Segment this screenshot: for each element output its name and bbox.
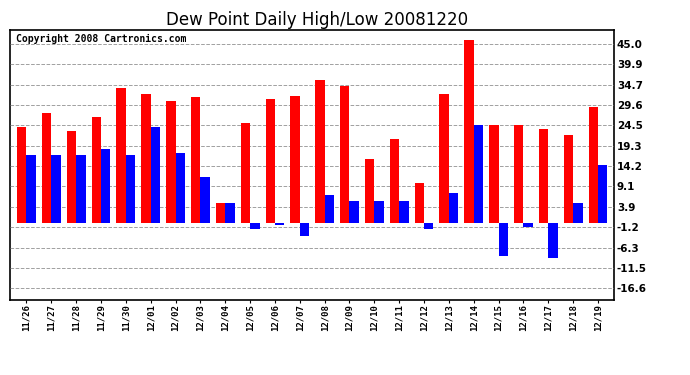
- Bar: [400, 201, 408, 223]
- Bar: [365, 159, 375, 223]
- Bar: [200, 177, 210, 223]
- Bar: [440, 93, 449, 223]
- Bar: [126, 155, 135, 223]
- Bar: [340, 86, 350, 223]
- Bar: [489, 125, 499, 223]
- Bar: [524, 223, 533, 226]
- Text: Copyright 2008 Cartronics.com: Copyright 2008 Cartronics.com: [17, 34, 187, 44]
- Bar: [350, 201, 359, 223]
- Bar: [51, 155, 61, 223]
- Bar: [150, 127, 160, 223]
- Bar: [42, 113, 51, 223]
- Bar: [191, 98, 200, 223]
- Bar: [539, 129, 549, 223]
- Bar: [424, 223, 433, 228]
- Bar: [216, 203, 225, 223]
- Bar: [573, 203, 582, 223]
- Bar: [315, 80, 325, 223]
- Bar: [564, 135, 573, 223]
- Bar: [598, 165, 607, 223]
- Bar: [241, 123, 250, 223]
- Bar: [549, 223, 558, 258]
- Text: Dew Point Daily High/Low 20081220: Dew Point Daily High/Low 20081220: [166, 11, 469, 29]
- Bar: [225, 203, 235, 223]
- Bar: [266, 99, 275, 223]
- Bar: [474, 125, 483, 223]
- Bar: [275, 223, 284, 225]
- Bar: [390, 139, 400, 223]
- Bar: [375, 201, 384, 223]
- Bar: [589, 107, 598, 223]
- Bar: [175, 153, 185, 223]
- Bar: [76, 155, 86, 223]
- Bar: [250, 223, 259, 228]
- Bar: [141, 93, 150, 223]
- Bar: [464, 40, 474, 223]
- Bar: [92, 117, 101, 223]
- Bar: [514, 125, 524, 223]
- Bar: [17, 127, 26, 223]
- Bar: [117, 88, 126, 223]
- Bar: [26, 155, 36, 223]
- Bar: [499, 223, 508, 256]
- Bar: [325, 195, 334, 223]
- Bar: [166, 102, 175, 223]
- Bar: [415, 183, 424, 223]
- Bar: [67, 131, 76, 223]
- Bar: [290, 96, 299, 223]
- Bar: [449, 193, 458, 223]
- Bar: [299, 223, 309, 237]
- Bar: [101, 149, 110, 223]
